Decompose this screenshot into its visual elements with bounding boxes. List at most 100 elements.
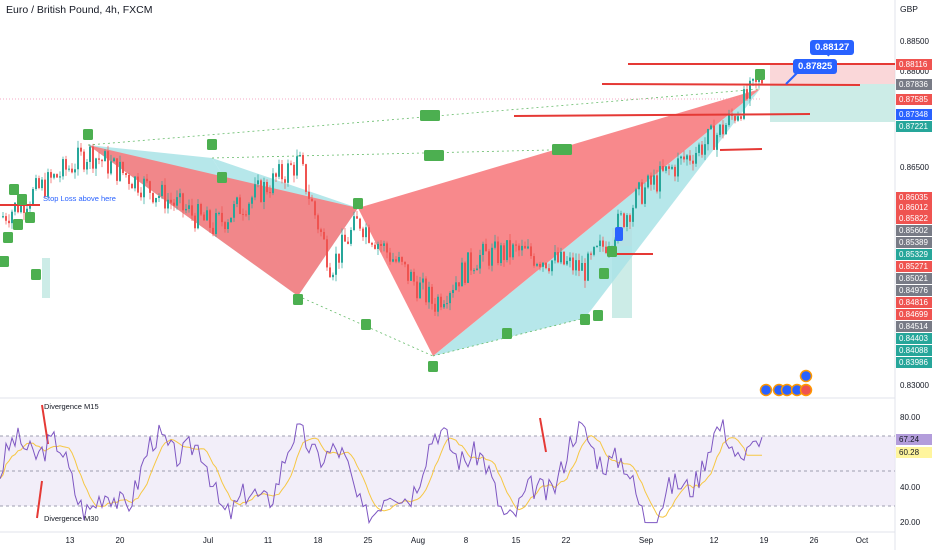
candle-body [374, 244, 376, 249]
pattern-marker[interactable] [31, 269, 41, 280]
pattern-marker[interactable] [599, 268, 609, 279]
candle-body [101, 159, 103, 162]
pattern-marker[interactable] [17, 194, 27, 205]
pattern-marker[interactable] [217, 172, 227, 183]
candle-body [506, 240, 508, 261]
level-line-3[interactable] [513, 113, 811, 117]
candle-body [128, 174, 130, 184]
candle-body [563, 251, 565, 265]
candle-body [602, 240, 604, 247]
candle-body [704, 144, 706, 155]
level-line-4[interactable] [719, 148, 763, 151]
pattern-marker[interactable] [353, 198, 363, 209]
pattern-marker[interactable] [593, 310, 603, 321]
candle-body [338, 253, 340, 263]
candle-body [89, 146, 91, 162]
event-icon[interactable] [799, 369, 813, 383]
candle-body [653, 175, 655, 185]
pattern-marker[interactable] [25, 212, 35, 223]
pattern-marker[interactable] [0, 256, 9, 267]
candle-body [284, 179, 286, 183]
pattern-marker[interactable] [755, 69, 765, 80]
candle-body [299, 155, 301, 157]
candle-body [692, 160, 694, 164]
candle-body [500, 245, 502, 264]
time-tick: 18 [313, 536, 323, 545]
level-line-2[interactable] [601, 83, 861, 86]
candle-body [395, 259, 397, 262]
pattern-marker[interactable] [293, 294, 303, 305]
pattern-marker[interactable] [9, 184, 19, 195]
candle-body [485, 243, 487, 252]
event-icon[interactable] [799, 383, 813, 397]
candle-body [734, 115, 736, 121]
time-tick: 20 [115, 536, 125, 545]
pattern-marker[interactable] [502, 328, 512, 339]
candle-body [20, 200, 22, 213]
candle-body [593, 246, 595, 255]
candle-body [554, 252, 556, 261]
candle-body [83, 151, 85, 170]
candle-body [209, 210, 211, 228]
candle-body [716, 134, 718, 150]
candle-body [464, 262, 466, 283]
currency-label: GBP [900, 4, 918, 14]
price-label: 0.87836 [896, 79, 932, 90]
pattern-marker[interactable] [3, 232, 13, 243]
left-target-box[interactable] [42, 258, 50, 298]
candle-body [635, 189, 637, 208]
candle-body [119, 161, 121, 181]
pattern-marker[interactable] [13, 219, 23, 230]
candle-body [53, 174, 55, 178]
candle-body [290, 163, 292, 165]
pattern-marker[interactable] [428, 361, 438, 372]
candle-body [392, 259, 394, 262]
entry-marker[interactable] [615, 227, 623, 241]
candle-body [728, 113, 730, 126]
candle-body [686, 155, 688, 160]
pattern-marker[interactable] [420, 110, 440, 121]
rsi-tick: 20.00 [900, 518, 921, 527]
pattern-cd-line [432, 317, 586, 357]
short-position-target-box[interactable] [770, 84, 895, 122]
candle-body [305, 164, 307, 192]
candle-body [458, 282, 460, 287]
candle-body [359, 218, 361, 229]
event-icon[interactable] [759, 383, 773, 397]
candle-body [140, 192, 142, 198]
candle-body [713, 125, 715, 150]
candle-body [581, 262, 583, 271]
candle-body [440, 296, 442, 308]
pattern-marker[interactable] [207, 139, 217, 150]
callout-upper[interactable]: 0.88127 [810, 40, 855, 55]
price-tick: 0.83000 [900, 381, 929, 390]
candle-body [179, 193, 181, 198]
candle-body [746, 89, 748, 99]
pattern-marker[interactable] [607, 246, 617, 257]
candle-body [488, 251, 490, 266]
price-label: 0.87585 [896, 94, 932, 105]
pattern-marker[interactable] [552, 144, 572, 155]
candle-body [71, 168, 73, 173]
candle-body [626, 215, 628, 227]
pattern-marker[interactable] [424, 150, 444, 161]
candle-body [632, 207, 634, 222]
candle-body [350, 230, 352, 244]
callout-lower[interactable]: 0.87825 [793, 59, 838, 74]
pattern-marker[interactable] [580, 314, 590, 325]
candle-body [527, 246, 529, 249]
candle-body [272, 173, 274, 194]
candle-body [368, 227, 370, 243]
price-label: 0.88116 [896, 59, 932, 70]
pattern-markers [0, 69, 765, 372]
candle-body [197, 204, 199, 229]
pattern-marker[interactable] [361, 319, 371, 330]
candle-body [260, 180, 262, 202]
event-icons[interactable] [759, 369, 813, 397]
pattern-marker[interactable] [83, 129, 93, 140]
candle-body [668, 166, 670, 169]
candle-body [125, 173, 127, 175]
pattern-red-2[interactable] [358, 89, 760, 356]
candle-body [278, 164, 280, 177]
